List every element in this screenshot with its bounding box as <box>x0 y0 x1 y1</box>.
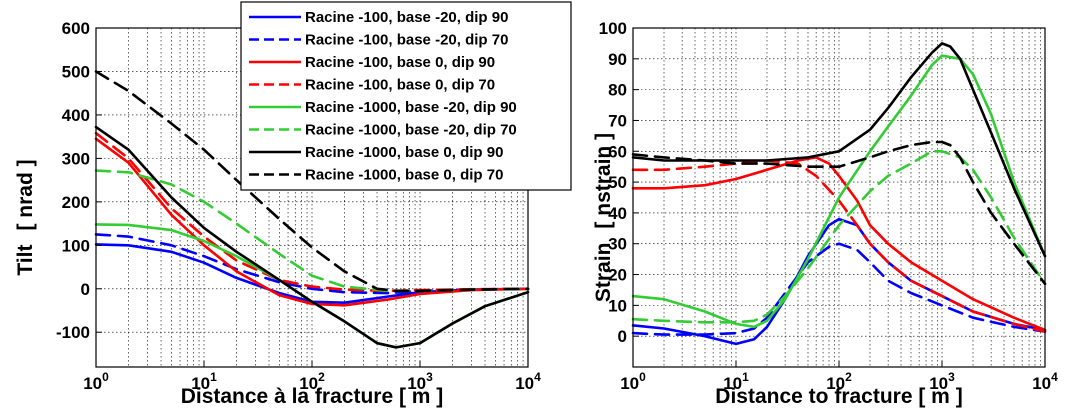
legend-label-8: Racine -1000, base 0, dip 70 <box>305 167 503 184</box>
series-line-7 <box>94 125 530 349</box>
series-line-6 <box>631 150 1047 324</box>
grid <box>633 28 1045 367</box>
y-tick-label: 100 <box>62 236 90 255</box>
y-tick-label: 600 <box>62 19 90 38</box>
y-tick-label: 0 <box>618 327 627 346</box>
y-tick-label: 80 <box>608 81 627 100</box>
x-tick-label: 100 <box>83 370 109 393</box>
y-tick-label: 400 <box>62 106 90 125</box>
y-tick-label: 20 <box>608 266 627 285</box>
y-tick-label: 200 <box>62 193 90 212</box>
y-tick-label: 10 <box>608 296 627 315</box>
x-axis-label: Distance à la fracture [ m ] <box>181 385 444 408</box>
legend-label-5: Racine -1000, base -20, dip 90 <box>305 99 517 116</box>
x-tick-label: 102 <box>826 370 852 393</box>
x-axis-label: Distance to fracture [ m ] <box>715 385 962 408</box>
legend-frame <box>240 1 572 191</box>
y-tick-label: -100 <box>56 323 90 342</box>
y-tick-label: 30 <box>608 235 627 254</box>
x-tick-label: 101 <box>723 370 749 393</box>
y-axis-label: Strain[ nstrain ] <box>592 133 615 302</box>
x-tick-label: 100 <box>620 370 646 393</box>
y-tick-label: 500 <box>62 62 90 81</box>
legend-label-3: Racine -100, base 0, dip 90 <box>305 54 495 71</box>
x-tick-label: 103 <box>407 370 433 393</box>
strain-chart-panel: 100 101 102 103 104 0 10 20 30 40 50 60 70 80 90 100 Dis… <box>592 19 1058 408</box>
y-tick-label: 90 <box>608 50 627 69</box>
series-line-3 <box>631 156 1047 332</box>
legend-label-6: Racine -1000, base -20, dip 70 <box>305 122 517 139</box>
legend-label-7: Racine -1000, base 0, dip 90 <box>305 144 503 161</box>
series-line-7 <box>631 42 1047 258</box>
x-tick-label: 103 <box>929 370 955 393</box>
chart-legend: Racine -100, base -20, dip 90 Racine -100… <box>240 1 572 191</box>
y-tick-label: 0 <box>81 280 90 299</box>
y-tick-label: 70 <box>608 111 627 130</box>
x-tick-label: 102 <box>299 370 325 393</box>
x-tick-label: 101 <box>191 370 217 393</box>
series-line-8 <box>631 140 1047 286</box>
series-line-8 <box>94 70 530 293</box>
series-line-2 <box>631 242 1047 336</box>
series-line-4 <box>631 159 1047 333</box>
legend-label-1: Racine -100, base -20, dip 90 <box>305 9 508 26</box>
series-group <box>631 42 1047 346</box>
y-tick-label: 60 <box>608 142 627 161</box>
y-tick-label: 100 <box>599 19 627 38</box>
series-line-1 <box>631 217 1047 346</box>
series-group <box>94 70 530 349</box>
y-tick-label: 50 <box>608 173 627 192</box>
y-axis-label: Tilt[ nrad ] <box>14 159 37 275</box>
series-line-5 <box>631 54 1047 329</box>
legend-label-2: Racine -100, base -20, dip 70 <box>305 32 508 49</box>
y-tick-label: 40 <box>608 204 627 223</box>
x-tick-label: 104 <box>515 370 541 393</box>
series-line-3 <box>94 137 530 307</box>
y-tick-label: 300 <box>62 149 90 168</box>
x-tick-label: 104 <box>1032 370 1058 393</box>
legend-label-4: Racine -100, base 0, dip 70 <box>305 77 495 94</box>
